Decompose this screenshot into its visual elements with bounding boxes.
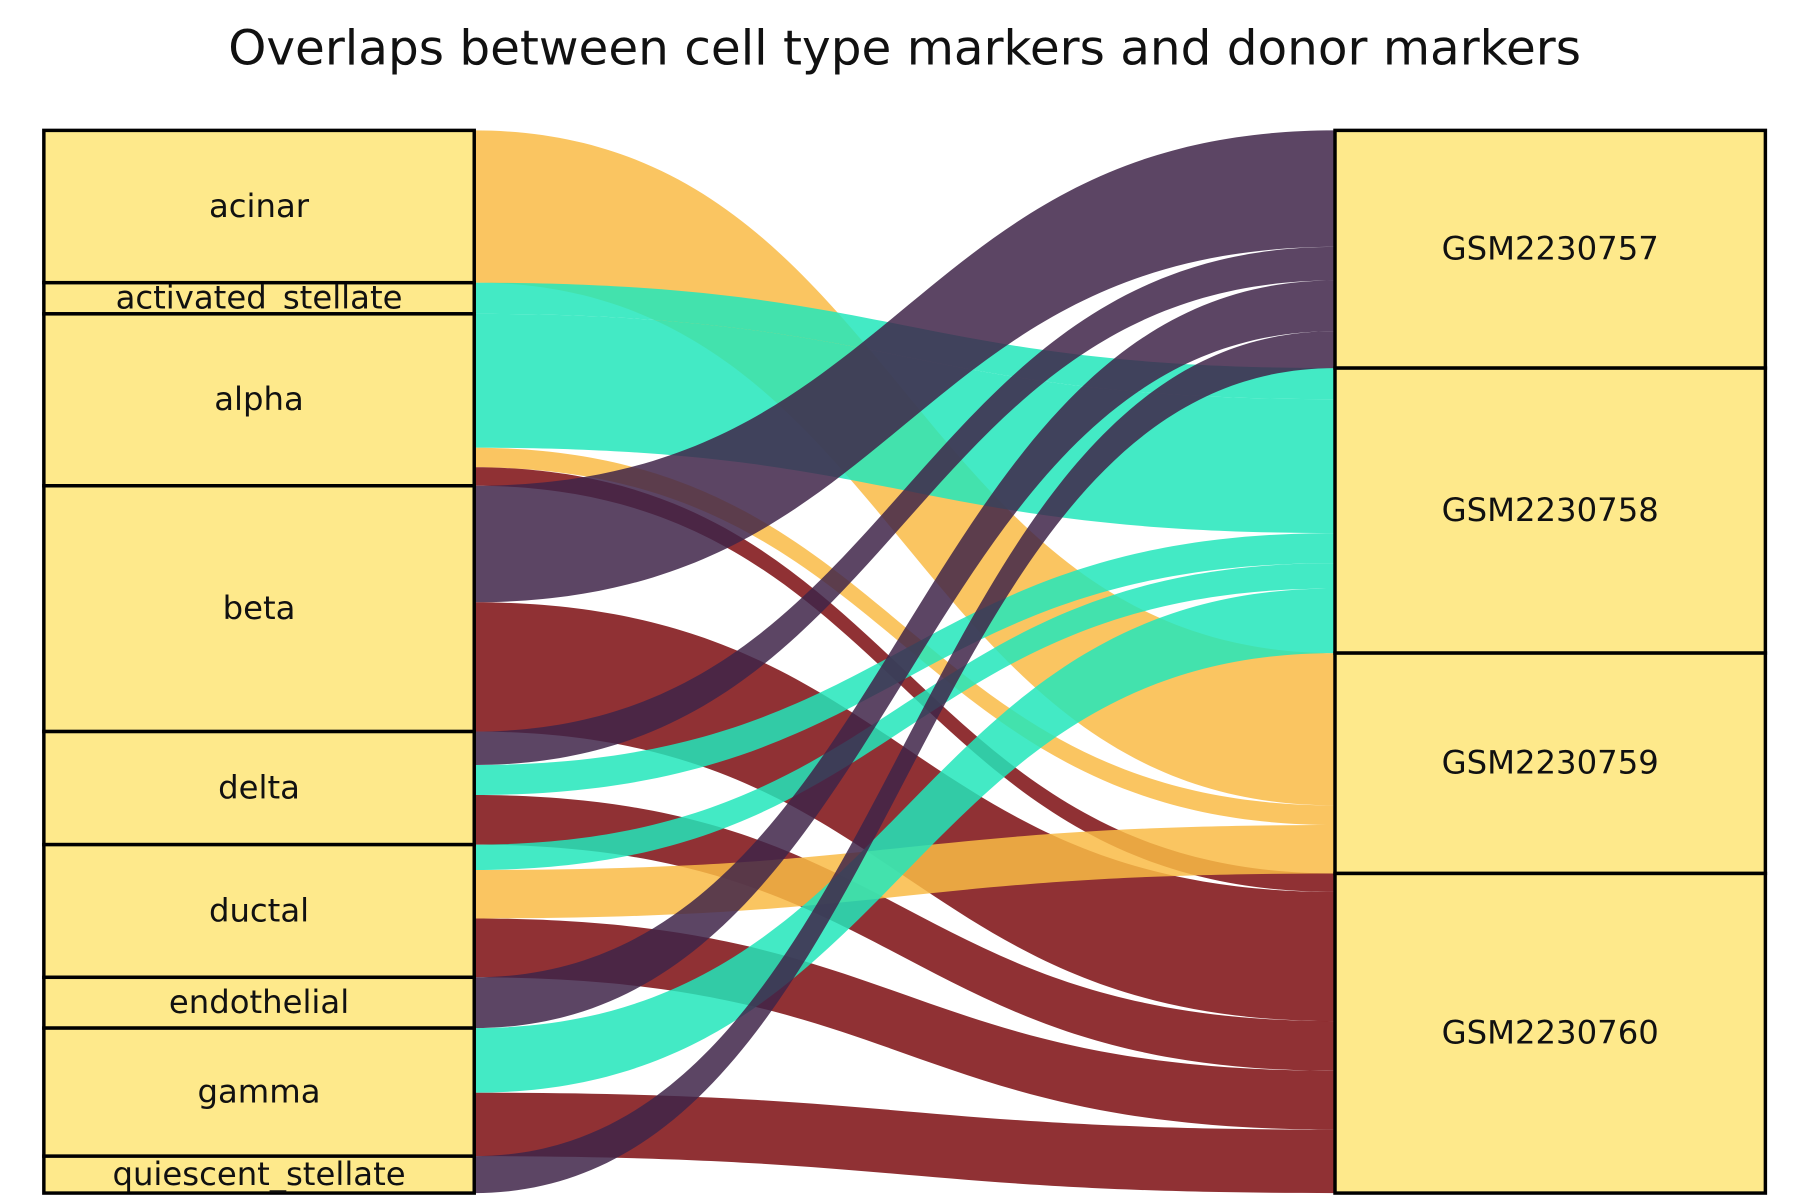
node-quiescent_stellate: quiescent_stellate	[42, 1154, 476, 1195]
node-box	[42, 128, 476, 285]
node-label: activated_stellate	[116, 279, 403, 317]
node-label: GSM2230757	[1442, 230, 1659, 268]
node-GSM2230760: GSM2230760	[1333, 871, 1768, 1195]
link-ductal-GSM2230760	[474, 918, 1335, 1130]
link-gamma-GSM2230760	[474, 1092, 1335, 1194]
node-label: delta	[218, 768, 300, 806]
node-delta: delta	[42, 729, 476, 847]
node-activated_stellate: activated_stellate	[42, 279, 476, 317]
link-gamma-GSM2230758	[474, 588, 1335, 1093]
link-quiescent_stellate-GSM2230757	[474, 331, 1335, 1194]
node-GSM2230758: GSM2230758	[1333, 366, 1768, 655]
node-label: GSM2230759	[1442, 744, 1659, 782]
node-box	[1333, 871, 1768, 1195]
link-beta-GSM2230757	[474, 130, 1335, 603]
node-beta: beta	[42, 484, 476, 734]
node-label: alpha	[214, 380, 304, 418]
node-label: GSM2230758	[1442, 491, 1659, 529]
link-delta-GSM2230760	[474, 795, 1335, 1071]
chart-title: Overlaps between cell type markers and d…	[228, 21, 1581, 77]
node-box	[42, 1154, 476, 1195]
node-endothelial: endothelial	[42, 975, 476, 1030]
node-box	[42, 1026, 476, 1158]
node-label: endothelial	[169, 983, 349, 1021]
node-box	[1333, 366, 1768, 655]
node-label: ductal	[209, 891, 309, 929]
node-GSM2230757: GSM2230757	[1333, 128, 1768, 370]
node-label: quiescent_stellate	[112, 1155, 405, 1193]
node-box	[42, 842, 476, 980]
node-GSM2230759: GSM2230759	[1333, 651, 1768, 876]
node-label: acinar	[209, 187, 310, 225]
node-box	[1333, 651, 1768, 876]
node-alpha: alpha	[42, 312, 476, 488]
node-label: GSM2230760	[1442, 1014, 1659, 1052]
link-ductal-GSM2230758	[474, 563, 1335, 870]
node-ductal: ductal	[42, 842, 476, 980]
link-delta-GSM2230757	[474, 246, 1335, 765]
links	[474, 130, 1335, 1194]
node-acinar: acinar	[42, 128, 476, 285]
node-label: gamma	[198, 1073, 321, 1111]
node-box	[1333, 128, 1768, 370]
node-gamma: gamma	[42, 1026, 476, 1158]
node-label: beta	[223, 589, 296, 627]
link-endothelial-GSM2230757	[474, 280, 1335, 1029]
